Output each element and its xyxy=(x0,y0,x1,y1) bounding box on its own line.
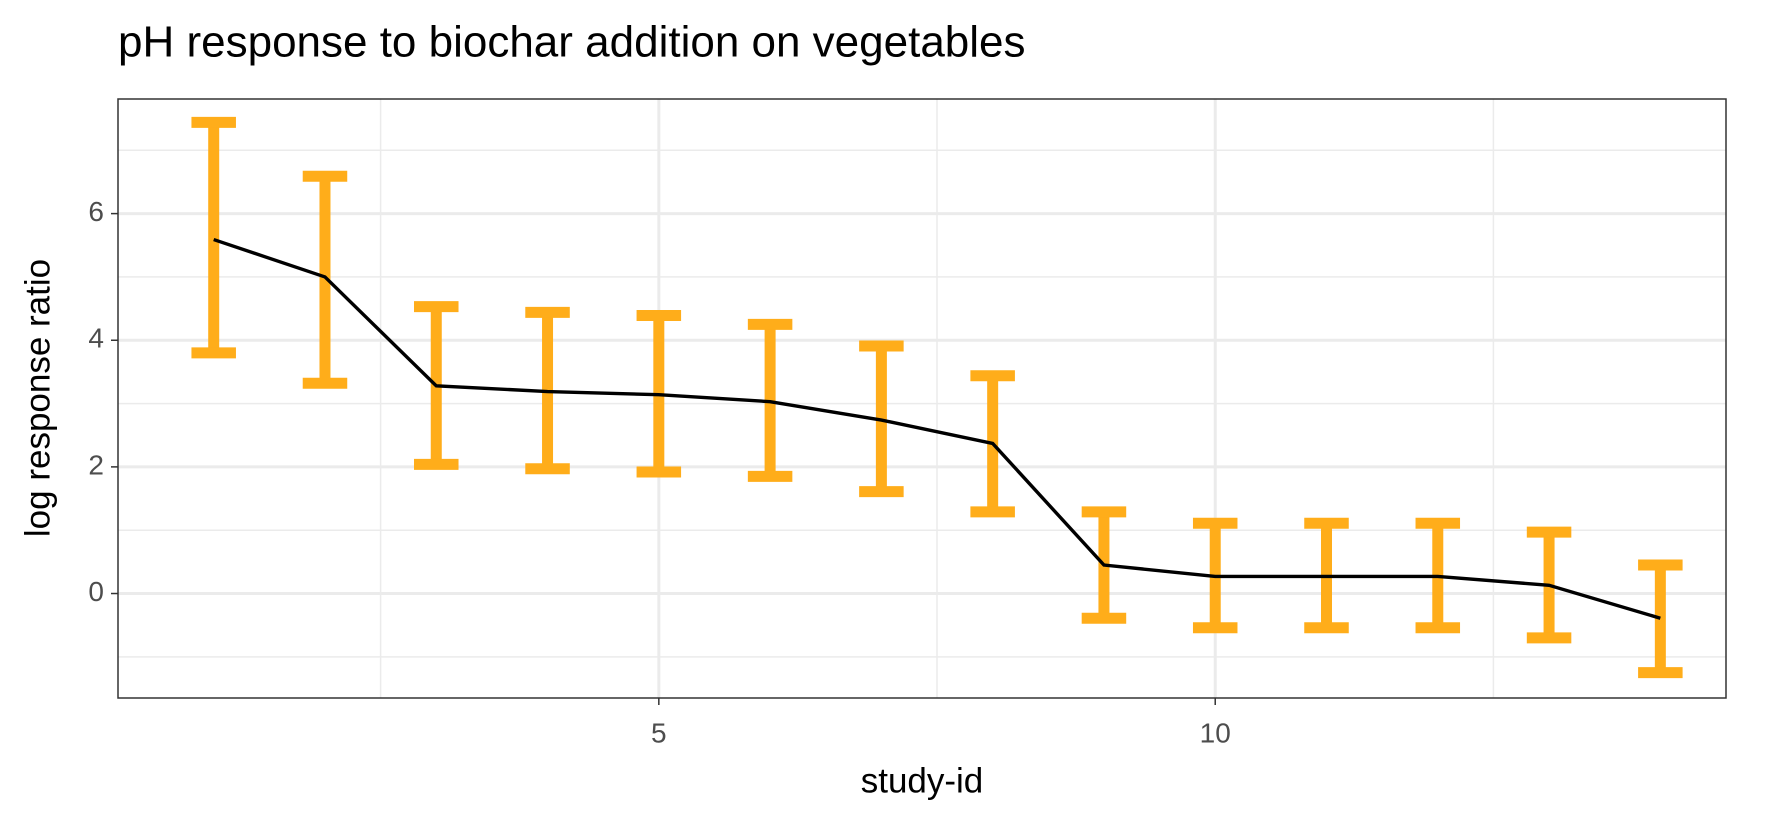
y-tick-label: 6 xyxy=(88,196,104,227)
y-tick-label: 0 xyxy=(88,576,104,607)
x-tick-label: 10 xyxy=(1200,717,1231,748)
chart-title: pH response to biochar addition on veget… xyxy=(118,18,1026,67)
y-tick-label: 2 xyxy=(88,449,104,480)
error-bar xyxy=(191,116,236,359)
line xyxy=(213,237,1661,620)
x-axis-title: study-id xyxy=(861,761,984,800)
x-tick-label: 5 xyxy=(651,717,667,748)
plot-border xyxy=(117,98,1727,699)
error-bar xyxy=(302,170,348,389)
y-axis-title: log response ratio xyxy=(18,259,57,537)
error-bar xyxy=(1638,559,1683,679)
y-tick-label: 4 xyxy=(88,323,104,354)
